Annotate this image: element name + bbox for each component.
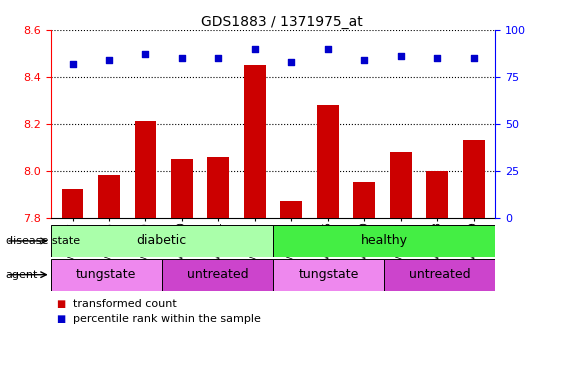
Point	[469, 55, 478, 61]
Text: percentile rank within the sample: percentile rank within the sample	[73, 314, 261, 324]
Bar	[463, 140, 485, 218]
Bar	[171, 159, 193, 218]
Text: ■: ■	[56, 314, 65, 324]
Bar	[280, 201, 302, 217]
Point	[177, 55, 186, 61]
Text: untreated: untreated	[409, 268, 471, 281]
Bar	[135, 122, 157, 218]
Point	[360, 57, 369, 63]
Bar	[51, 259, 162, 291]
Bar	[98, 175, 120, 217]
Bar	[273, 259, 384, 291]
Point	[105, 57, 114, 63]
Point	[251, 46, 260, 52]
Point	[141, 51, 150, 57]
Text: healthy: healthy	[361, 234, 408, 248]
Point	[323, 46, 332, 52]
Point	[432, 55, 441, 61]
Bar	[353, 182, 375, 218]
Point	[68, 61, 77, 67]
Point	[214, 55, 223, 61]
Text: tungstate: tungstate	[298, 268, 359, 281]
Bar	[426, 171, 448, 217]
Bar	[61, 189, 83, 217]
Point	[287, 59, 296, 65]
Text: tungstate: tungstate	[76, 268, 136, 281]
Bar	[384, 259, 495, 291]
Text: diabetic: diabetic	[137, 234, 187, 248]
Text: untreated: untreated	[187, 268, 248, 281]
Text: GDS1883 / 1371975_at: GDS1883 / 1371975_at	[200, 15, 363, 29]
Bar	[244, 65, 266, 218]
Text: disease state: disease state	[6, 236, 80, 246]
Text: ■: ■	[56, 299, 65, 309]
Point	[396, 53, 405, 59]
Bar	[51, 225, 273, 257]
Text: agent: agent	[6, 270, 38, 280]
Text: transformed count: transformed count	[73, 299, 177, 309]
Bar	[317, 105, 339, 218]
Bar	[273, 225, 495, 257]
Bar	[390, 152, 412, 217]
Bar	[162, 259, 273, 291]
Bar	[207, 156, 229, 218]
